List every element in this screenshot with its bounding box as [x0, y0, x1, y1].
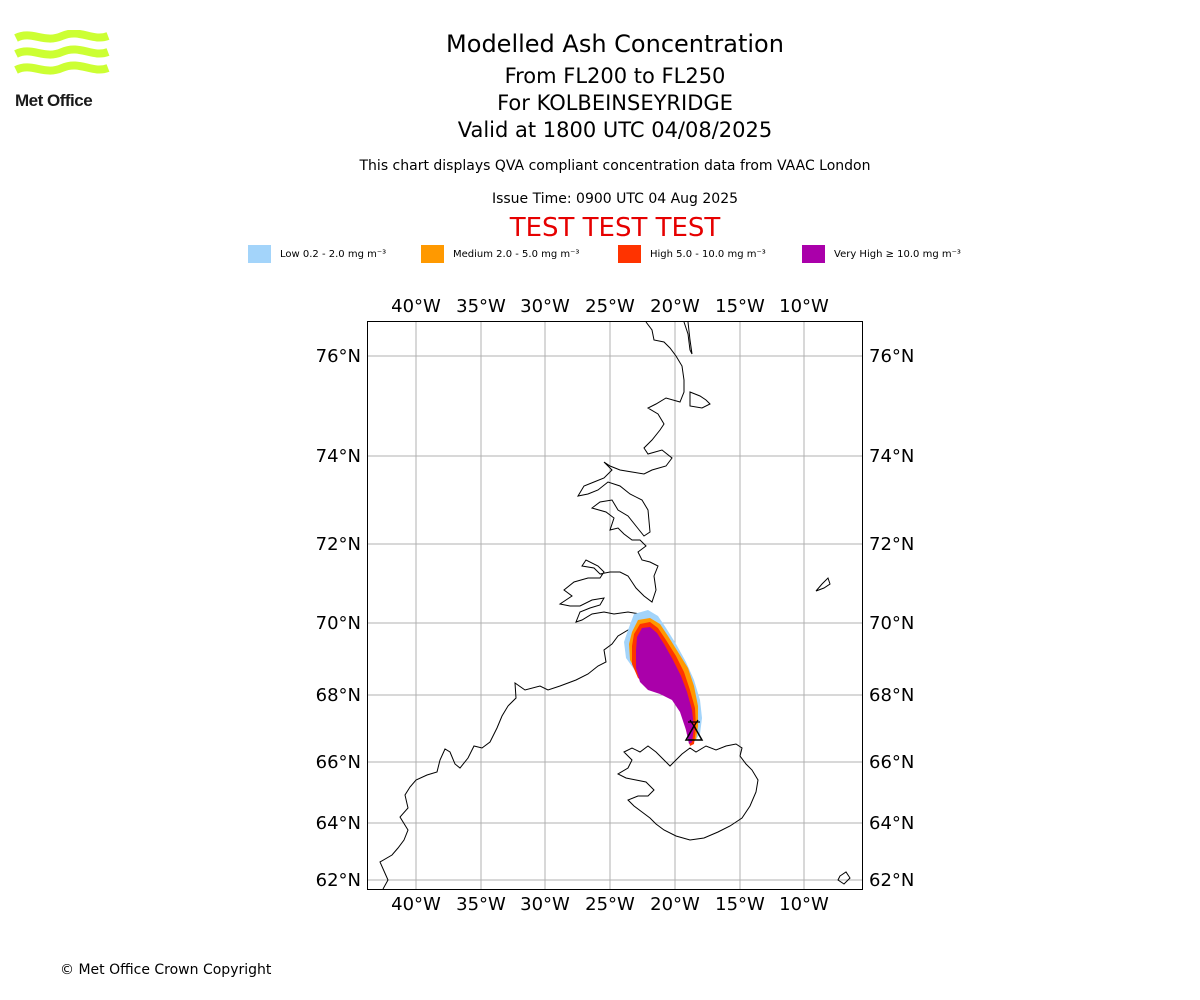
lon-label-bottom: 15°W [715, 894, 765, 915]
lon-label-top: 15°W [715, 296, 765, 317]
lat-label-right: 64°N [869, 813, 914, 834]
lon-label-top: 35°W [456, 296, 506, 317]
island-speck [837, 871, 851, 885]
lon-label-bottom: 40°W [391, 894, 441, 915]
lon-label-top: 10°W [779, 296, 829, 317]
lat-label-right: 62°N [869, 870, 914, 891]
lat-label-left: 72°N [316, 534, 361, 555]
legend-label-low: Low 0.2 - 2.0 mg m⁻³ [280, 248, 387, 260]
lat-label-left: 74°N [316, 446, 361, 467]
legend-swatch-low [248, 245, 271, 263]
lat-label-right: 70°N [869, 613, 914, 634]
ash-map: 40°W 35°W 30°W 25°W 20°W 15°W 10°W 40°W … [316, 296, 915, 915]
legend-item-medium: Medium 2.0 - 5.0 mg m⁻³ [421, 244, 579, 264]
lat-label-right: 66°N [869, 752, 914, 773]
lat-label-left: 66°N [316, 752, 361, 773]
qva-note: This chart displays QVA compliant concen… [359, 158, 871, 174]
lat-label-right: 74°N [869, 446, 914, 467]
lon-label-top: 30°W [520, 296, 570, 317]
legend-item-low: Low 0.2 - 2.0 mg m⁻³ [248, 244, 386, 264]
gridlines [368, 322, 862, 889]
lon-label-bottom: 35°W [456, 894, 506, 915]
lat-label-right: 72°N [869, 534, 914, 555]
chart-title: Modelled Ash Concentration [446, 30, 784, 58]
map-frame [367, 321, 863, 890]
copyright-notice: © Met Office Crown Copyright [60, 962, 272, 978]
legend-label-high: High 5.0 - 10.0 mg m⁻³ [650, 248, 766, 260]
greenland-island [689, 391, 711, 409]
lon-label-bottom: 20°W [650, 894, 700, 915]
legend-swatch-high [618, 245, 641, 263]
lat-label-left: 70°N [316, 613, 361, 634]
lon-label-bottom: 30°W [520, 894, 570, 915]
lon-label-top: 20°W [650, 296, 700, 317]
greenland-coastline [379, 321, 685, 890]
lat-label-left: 68°N [316, 685, 361, 706]
lat-label-right: 76°N [869, 346, 914, 367]
brand-name: Met Office [15, 91, 93, 110]
met-office-logo-icon [14, 30, 110, 75]
jan-mayen-coastline [815, 577, 831, 592]
valid-time: Valid at 1800 UTC 04/08/2025 [457, 118, 773, 142]
test-banner: TEST TEST TEST [509, 213, 721, 243]
greenland-north-fjord [683, 321, 693, 355]
iceland-coastline [616, 743, 759, 841]
legend-item-very-high: Very High ≥ 10.0 mg m⁻³ [802, 244, 961, 264]
lat-label-right: 68°N [869, 685, 914, 706]
legend-label-medium: Medium 2.0 - 5.0 mg m⁻³ [453, 248, 580, 260]
legend-label-very-high: Very High ≥ 10.0 mg m⁻³ [834, 248, 961, 260]
ash-plume-very-high [636, 627, 694, 744]
legend-item-high: High 5.0 - 10.0 mg m⁻³ [618, 244, 766, 264]
flight-level-range: From FL200 to FL250 [504, 64, 726, 88]
lon-label-bottom: 25°W [585, 894, 635, 915]
issue-time: Issue Time: 0900 UTC 04 Aug 2025 [491, 191, 739, 207]
lon-label-top: 40°W [391, 296, 441, 317]
lon-label-top: 25°W [585, 296, 635, 317]
legend-swatch-very-high [802, 245, 825, 263]
lon-label-bottom: 10°W [779, 894, 829, 915]
volcano-triangle-icon [684, 719, 704, 741]
volcano-name: For KOLBEINSEYRIDGE [497, 91, 733, 115]
legend-swatch-medium [421, 245, 444, 263]
lat-label-left: 76°N [316, 346, 361, 367]
lat-label-left: 64°N [316, 813, 361, 834]
lat-label-left: 62°N [316, 870, 361, 891]
